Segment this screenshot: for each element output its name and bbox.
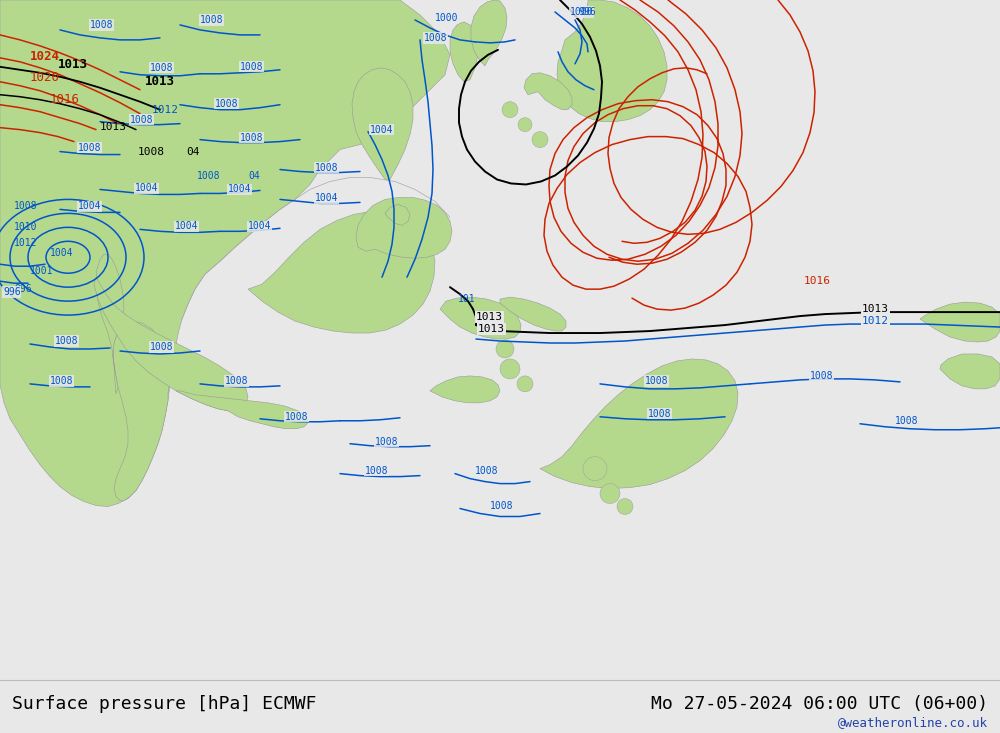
- Text: 1013: 1013: [58, 59, 88, 71]
- Text: 1001: 1001: [30, 266, 54, 276]
- Text: Mo 27-05-2024 06:00 UTC (06+00): Mo 27-05-2024 06:00 UTC (06+00): [651, 696, 988, 713]
- Text: 1008: 1008: [240, 133, 264, 143]
- Polygon shape: [500, 297, 566, 331]
- Text: 1008: 1008: [490, 501, 514, 510]
- Text: 1008: 1008: [138, 147, 165, 157]
- Text: 1012: 1012: [14, 238, 38, 248]
- Text: 1004: 1004: [78, 202, 102, 211]
- Polygon shape: [176, 391, 308, 429]
- Text: 1013: 1013: [145, 75, 175, 88]
- Polygon shape: [440, 297, 521, 339]
- Polygon shape: [385, 205, 410, 225]
- Polygon shape: [557, 0, 667, 122]
- Polygon shape: [356, 197, 452, 258]
- Text: 1008: 1008: [215, 99, 239, 108]
- Text: 1008: 1008: [55, 336, 78, 346]
- Text: 1013: 1013: [476, 312, 503, 322]
- Text: 1008: 1008: [14, 202, 38, 211]
- Polygon shape: [471, 0, 507, 66]
- Text: 1004: 1004: [248, 221, 272, 232]
- Text: 1012: 1012: [862, 316, 889, 326]
- Circle shape: [518, 118, 532, 132]
- Polygon shape: [430, 376, 500, 403]
- Text: 1008: 1008: [365, 465, 388, 476]
- Text: 1008: 1008: [130, 114, 154, 125]
- Polygon shape: [94, 277, 248, 410]
- Polygon shape: [540, 359, 738, 489]
- Text: 996: 996: [578, 7, 596, 17]
- Text: 996: 996: [3, 287, 21, 297]
- Text: 1008: 1008: [895, 416, 918, 426]
- Text: 1008: 1008: [645, 376, 668, 386]
- Text: 1016: 1016: [50, 93, 80, 106]
- Text: 1004: 1004: [315, 194, 338, 204]
- Polygon shape: [940, 354, 1000, 389]
- Circle shape: [496, 340, 514, 358]
- Text: 1004: 1004: [50, 248, 74, 258]
- Text: 1008: 1008: [648, 409, 672, 419]
- Text: 1000: 1000: [435, 13, 458, 23]
- Circle shape: [500, 359, 520, 379]
- Text: Surface pressure [hPa] ECMWF: Surface pressure [hPa] ECMWF: [12, 696, 316, 713]
- Text: 1008: 1008: [200, 15, 224, 25]
- Text: 996: 996: [14, 284, 32, 294]
- Text: 1010: 1010: [14, 222, 38, 232]
- Text: 1008: 1008: [315, 163, 338, 172]
- Text: 1008: 1008: [375, 437, 398, 446]
- Polygon shape: [450, 22, 478, 82]
- Text: 1008: 1008: [50, 376, 74, 386]
- Circle shape: [532, 132, 548, 147]
- Text: 1020: 1020: [30, 71, 60, 84]
- Text: @weatheronline.co.uk: @weatheronline.co.uk: [838, 715, 988, 729]
- Text: 1004: 1004: [175, 221, 198, 232]
- Polygon shape: [96, 254, 124, 394]
- Text: 1008: 1008: [197, 172, 220, 182]
- Text: 1012: 1012: [152, 105, 179, 114]
- Polygon shape: [248, 211, 435, 333]
- Text: 04: 04: [248, 172, 260, 182]
- Circle shape: [502, 102, 518, 118]
- Polygon shape: [0, 0, 450, 507]
- Text: 1013: 1013: [478, 324, 505, 334]
- Text: 1004: 1004: [228, 185, 252, 194]
- Circle shape: [517, 376, 533, 392]
- Text: 101: 101: [458, 294, 476, 304]
- Text: 1008: 1008: [475, 465, 498, 476]
- Text: 1008: 1008: [90, 20, 114, 30]
- Text: 1008: 1008: [225, 376, 248, 386]
- Circle shape: [583, 457, 607, 481]
- Text: 1008: 1008: [150, 63, 174, 73]
- Text: 1008: 1008: [285, 412, 308, 421]
- Polygon shape: [113, 321, 170, 501]
- Text: 1016: 1016: [804, 276, 831, 286]
- Polygon shape: [352, 68, 413, 180]
- Polygon shape: [920, 302, 1000, 342]
- Text: 1013: 1013: [862, 304, 889, 314]
- Text: 1013: 1013: [100, 122, 127, 132]
- Text: 1004: 1004: [135, 183, 158, 194]
- Text: 1008: 1008: [810, 371, 834, 381]
- Circle shape: [600, 484, 620, 504]
- Circle shape: [617, 498, 633, 515]
- Text: 1008: 1008: [424, 33, 448, 43]
- Text: 1004: 1004: [370, 125, 394, 135]
- Polygon shape: [524, 73, 572, 110]
- Text: 1024: 1024: [30, 51, 60, 63]
- Text: 04: 04: [186, 147, 200, 157]
- Text: 1000: 1000: [570, 7, 594, 17]
- Text: 1008: 1008: [240, 62, 264, 72]
- Text: 1008: 1008: [150, 342, 174, 352]
- Text: 1008: 1008: [78, 143, 102, 152]
